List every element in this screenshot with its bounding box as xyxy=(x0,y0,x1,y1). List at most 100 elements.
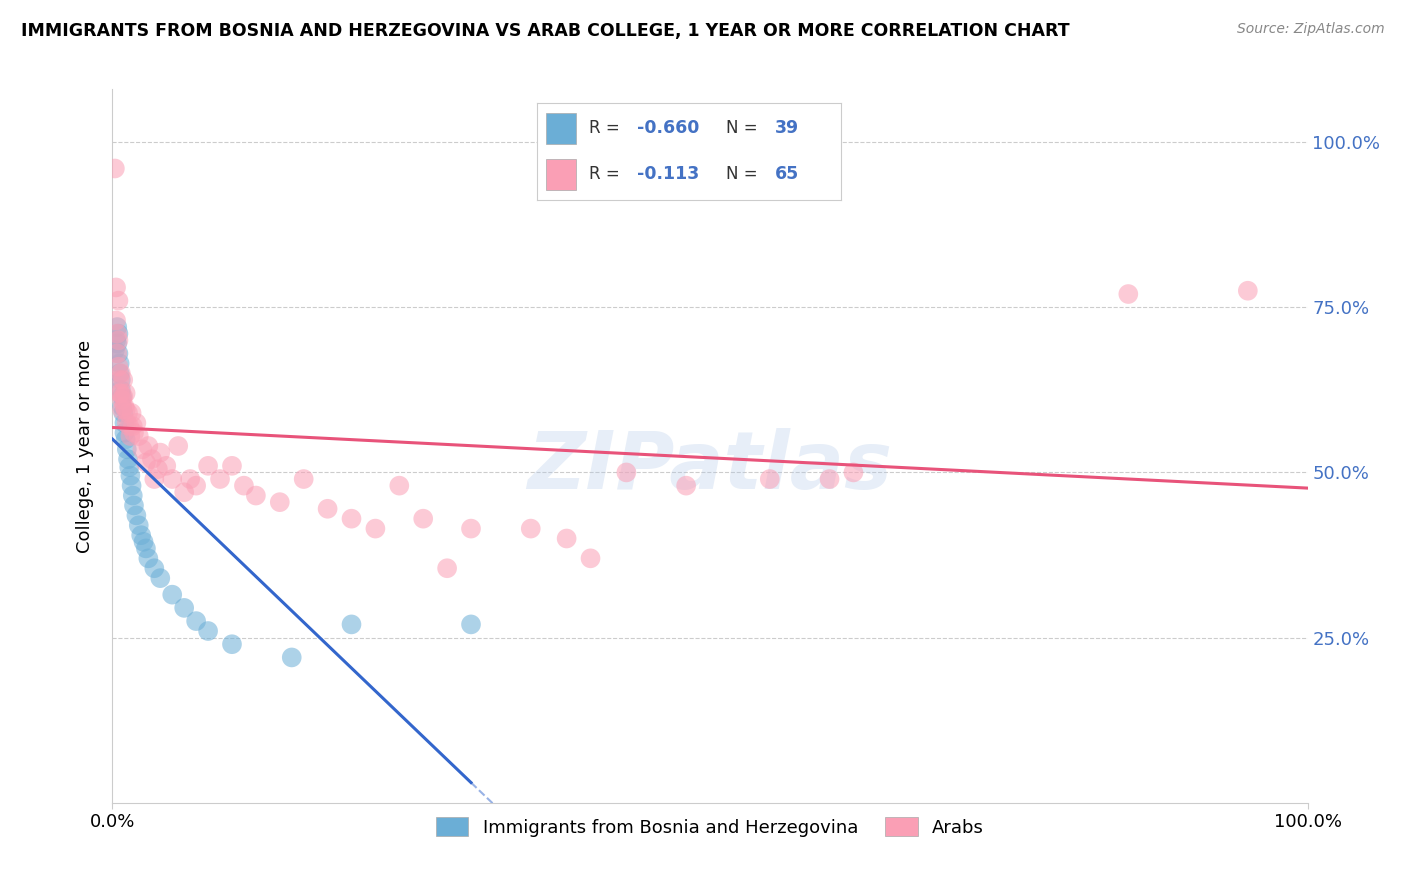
Point xyxy=(759,472,782,486)
Point xyxy=(135,456,157,470)
Point xyxy=(132,534,155,549)
Point xyxy=(842,466,865,480)
Point xyxy=(125,416,148,430)
Point xyxy=(131,442,153,457)
Point xyxy=(162,588,183,602)
Point xyxy=(110,367,132,381)
Legend: Immigrants from Bosnia and Herzegovina, Arabs: Immigrants from Bosnia and Herzegovina, … xyxy=(429,810,991,844)
Point xyxy=(269,495,291,509)
Point xyxy=(155,458,177,473)
Point xyxy=(114,416,135,430)
Point xyxy=(1118,287,1140,301)
Point xyxy=(111,402,134,417)
Point xyxy=(388,478,411,492)
Point xyxy=(146,462,169,476)
Point xyxy=(162,472,183,486)
Point xyxy=(149,445,172,459)
Point xyxy=(112,406,135,420)
Point xyxy=(186,614,208,628)
Point xyxy=(173,485,195,500)
Point xyxy=(233,478,256,492)
Point xyxy=(105,346,128,360)
Point xyxy=(105,320,128,334)
Point xyxy=(197,458,219,473)
Point xyxy=(105,313,128,327)
Point xyxy=(112,389,135,403)
Point xyxy=(112,373,135,387)
Point xyxy=(579,551,602,566)
Point xyxy=(555,532,578,546)
Point xyxy=(128,518,150,533)
Text: Source: ZipAtlas.com: Source: ZipAtlas.com xyxy=(1237,22,1385,37)
Point xyxy=(292,472,315,486)
Point xyxy=(108,373,131,387)
Point xyxy=(173,600,195,615)
Point xyxy=(104,161,127,176)
Point xyxy=(138,551,160,566)
Point xyxy=(675,478,697,492)
Point xyxy=(460,617,482,632)
Point xyxy=(121,489,143,503)
Point xyxy=(114,425,135,440)
Point xyxy=(110,373,132,387)
Point xyxy=(114,433,136,447)
Point xyxy=(115,442,138,457)
Point xyxy=(108,356,131,370)
Point xyxy=(221,458,243,473)
Text: IMMIGRANTS FROM BOSNIA AND HERZEGOVINA VS ARAB COLLEGE, 1 YEAR OR MORE CORRELATI: IMMIGRANTS FROM BOSNIA AND HERZEGOVINA V… xyxy=(21,22,1070,40)
Point xyxy=(138,439,160,453)
Point xyxy=(118,419,141,434)
Point xyxy=(104,343,127,358)
Point xyxy=(105,280,128,294)
Point xyxy=(121,406,143,420)
Point xyxy=(121,419,143,434)
Point xyxy=(281,650,304,665)
Point xyxy=(117,406,139,420)
Point xyxy=(364,522,387,536)
Point xyxy=(114,386,136,401)
Point xyxy=(135,541,157,556)
Point xyxy=(316,501,339,516)
Point xyxy=(197,624,219,638)
Point xyxy=(120,429,142,443)
Point xyxy=(117,452,139,467)
Point xyxy=(122,425,145,440)
Point xyxy=(111,400,134,414)
Point xyxy=(105,336,128,351)
Point xyxy=(107,346,129,360)
Point xyxy=(245,489,267,503)
Point xyxy=(125,508,148,523)
Point xyxy=(107,359,129,374)
Point xyxy=(221,637,243,651)
Point xyxy=(105,326,128,341)
Point xyxy=(107,333,129,347)
Point xyxy=(167,439,190,453)
Point xyxy=(412,511,434,525)
Point xyxy=(114,400,135,414)
Point xyxy=(105,333,128,347)
Point xyxy=(111,389,134,403)
Point xyxy=(209,472,232,486)
Point xyxy=(107,326,129,341)
Y-axis label: College, 1 year or more: College, 1 year or more xyxy=(76,340,94,552)
Point xyxy=(118,460,141,475)
Point xyxy=(121,478,143,492)
Point xyxy=(110,386,132,401)
Point xyxy=(108,367,131,381)
Point xyxy=(114,402,136,417)
Point xyxy=(436,561,458,575)
Point xyxy=(107,293,129,308)
Point xyxy=(460,522,482,536)
Point xyxy=(129,528,152,542)
Point xyxy=(1237,284,1260,298)
Point xyxy=(143,472,166,486)
Point xyxy=(149,571,172,585)
Point xyxy=(128,429,150,443)
Point xyxy=(120,468,142,483)
Point xyxy=(186,478,208,492)
Point xyxy=(122,499,145,513)
Point xyxy=(115,416,138,430)
Text: ZIPatlas: ZIPatlas xyxy=(527,428,893,507)
Point xyxy=(520,522,543,536)
Point xyxy=(179,472,201,486)
